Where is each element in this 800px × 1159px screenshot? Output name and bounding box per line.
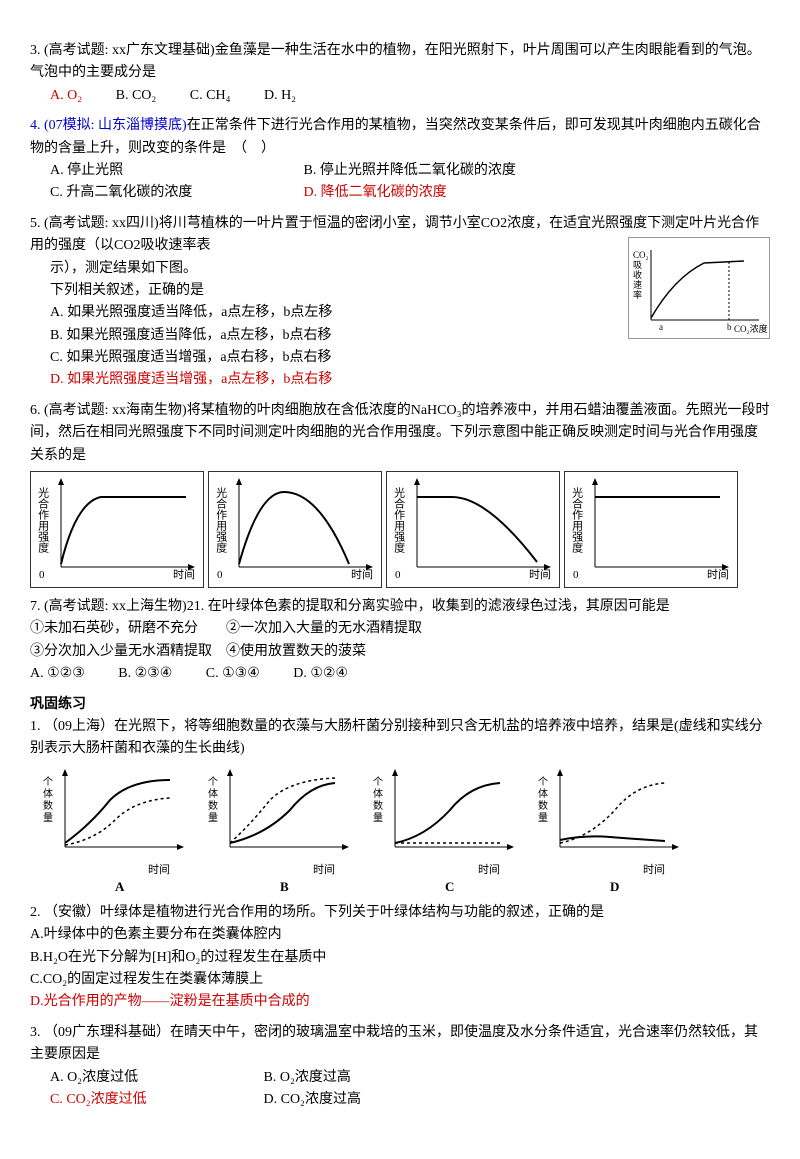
p1-chart-d: 个体数量 时间 D <box>535 765 685 880</box>
p2-opt-b: B.H₂O在光下分解为[H]和O₂的过程发生在基质中 <box>30 947 770 969</box>
question-5: 5. (高考试题: xx四川)将川芎植株的一叶片置于恒温的密闭小室，调节小室CO… <box>30 213 770 392</box>
question-4: 4. (07模拟: 山东淄博摸底)在正常条件下进行光合作用的某植物，当突然改变某… <box>30 115 770 205</box>
svg-text:量: 量 <box>208 812 218 824</box>
question-3: 3. (高考试题: xx广东文理基础)金鱼藻是一种生活在水中的植物，在阳光照射下… <box>30 40 770 107</box>
p3-opt-a: A. O₂浓度过低 <box>50 1067 230 1089</box>
q6-chart-d: 光合作用强度 0时间 <box>564 471 738 588</box>
svg-text:数: 数 <box>43 799 53 812</box>
q7-opt-b: B. ②③④ <box>118 663 172 685</box>
question-6: 6. (高考试题: xx海南生物)将某植物的叶肉细胞放在含低浓度的NaHCO₃的… <box>30 400 770 588</box>
q6-stem: 6. (高考试题: xx海南生物)将某植物的叶肉细胞放在含低浓度的NaHCO₃的… <box>30 403 769 463</box>
svg-text:速: 速 <box>633 280 642 290</box>
p2-stem: 2. （安徽）叶绿体是植物进行光合作用的场所。下列关于叶绿体结构与功能的叙述，正… <box>30 905 604 920</box>
q4-opt-c: C. 升高二氧化碳的浓度 <box>50 182 270 204</box>
q7-opt-d: D. ①②④ <box>293 663 348 685</box>
svg-text:量: 量 <box>373 812 383 824</box>
svg-text:CO₂: CO₂ <box>633 250 649 260</box>
q5-opt-c: C. 如果光照强度适当增强，a点右移，b点右移 <box>30 347 770 369</box>
svg-text:量: 量 <box>538 812 548 824</box>
p1-stem: 1. （09上海）在光照下，将等细胞数量的衣藻与大肠杆菌分别接种到只含无机盐的培… <box>30 719 763 756</box>
q7-opt-a: A. ①②③ <box>30 663 85 685</box>
svg-text:数: 数 <box>208 799 218 812</box>
question-7: 7. (高考试题: xx上海生物)21. 在叶绿体色素的提取和分离实验中，收集到… <box>30 596 770 686</box>
svg-text:收: 收 <box>633 269 642 280</box>
svg-text:个: 个 <box>43 776 53 788</box>
p1-chart-a: 个体数量 时间 A <box>40 765 190 880</box>
p3-opt-d: D. CO₂浓度过高 <box>264 1089 361 1111</box>
q6-charts: 光合作用强度 0时间 光合作用强度 0时间 光合作用强度 0时间 光合作用强度 … <box>30 471 770 588</box>
q5-chart: a b CO₂吸收速率 CO₂浓度 <box>628 237 770 339</box>
svg-text:个: 个 <box>373 776 383 788</box>
practice-1: 1. （09上海）在光照下，将等细胞数量的衣藻与大肠杆菌分别接种到只含无机盐的培… <box>30 716 770 880</box>
svg-text:体: 体 <box>373 788 383 800</box>
q7-line1: ①未加石英砂，研磨不充分 ②一次加入大量的无水酒精提取 <box>30 618 770 640</box>
svg-text:体: 体 <box>538 788 548 800</box>
q7-opt-c: C. ①③④ <box>206 663 260 685</box>
svg-text:率: 率 <box>633 289 642 300</box>
p1-chart-c: 个体数量 时间 C <box>370 765 520 880</box>
q3-opt-c: C. CH₄ <box>190 85 231 107</box>
svg-text:b: b <box>727 322 732 332</box>
p2-opt-c: C.CO₂的固定过程发生在类囊体薄膜上 <box>30 969 770 991</box>
svg-text:体: 体 <box>208 788 218 800</box>
svg-text:体: 体 <box>43 788 53 800</box>
svg-text:个: 个 <box>538 776 548 788</box>
section-title: 巩固练习 <box>30 694 770 716</box>
p3-opt-b: B. O₂浓度过高 <box>264 1067 351 1089</box>
p3-stem: 3. （09广东理科基础）在晴天中午，密闭的玻璃温室中栽培的玉米，即使温度及水分… <box>30 1025 758 1062</box>
svg-text:数: 数 <box>538 799 548 812</box>
q5-opt-d: D. 如果光照强度适当增强，a点左移，b点右移 <box>30 369 770 391</box>
svg-text:CO₂浓度: CO₂浓度 <box>734 323 768 334</box>
svg-text:数: 数 <box>373 799 383 812</box>
practice-2: 2. （安徽）叶绿体是植物进行光合作用的场所。下列关于叶绿体结构与功能的叙述，正… <box>30 902 770 1014</box>
q3-opt-a: A. O₂ <box>50 85 82 107</box>
svg-text:个: 个 <box>208 776 218 788</box>
p2-opt-a: A.叶绿体中的色素主要分布在类囊体腔内 <box>30 924 770 946</box>
svg-text:a: a <box>659 322 663 332</box>
q4-opt-d: D. 降低二氧化碳的浓度 <box>304 182 447 204</box>
svg-text:量: 量 <box>43 812 53 824</box>
p1-charts: 个体数量 时间 A 个体数量 时间 B 个体数量 时间 C 个体数量 时间 D <box>40 765 770 880</box>
q4-opt-a: A. 停止光照 <box>50 160 270 182</box>
q6-chart-a: 光合作用强度 0时间 <box>30 471 204 588</box>
q3-opt-b: B. CO₂ <box>116 85 157 107</box>
q6-chart-c: 光合作用强度 0时间 <box>386 471 560 588</box>
svg-text:吸: 吸 <box>633 260 642 270</box>
q3-stem: 3. (高考试题: xx广东文理基础)金鱼藻是一种生活在水中的植物，在阳光照射下… <box>30 43 761 80</box>
q4-opt-b: B. 停止光照并降低二氧化碳的浓度 <box>304 160 516 182</box>
practice-3: 3. （09广东理科基础）在晴天中午，密闭的玻璃温室中栽培的玉米，即使温度及水分… <box>30 1022 770 1112</box>
p1-chart-b: 个体数量 时间 B <box>205 765 355 880</box>
q3-opt-d: D. H₂ <box>264 85 296 107</box>
q6-chart-b: 光合作用强度 0时间 <box>208 471 382 588</box>
q4-prefix: 4. (07模拟: 山东淄博摸底) <box>30 118 187 133</box>
q7-line2: ③分次加入少量无水酒精提取 ④使用放置数天的菠菜 <box>30 641 770 663</box>
p3-opt-c: C. CO₂浓度过低 <box>50 1089 230 1111</box>
p2-opt-d: D.光合作用的产物——淀粉是在基质中合成的 <box>30 991 770 1013</box>
q7-stem: 7. (高考试题: xx上海生物)21. 在叶绿体色素的提取和分离实验中，收集到… <box>30 599 670 614</box>
